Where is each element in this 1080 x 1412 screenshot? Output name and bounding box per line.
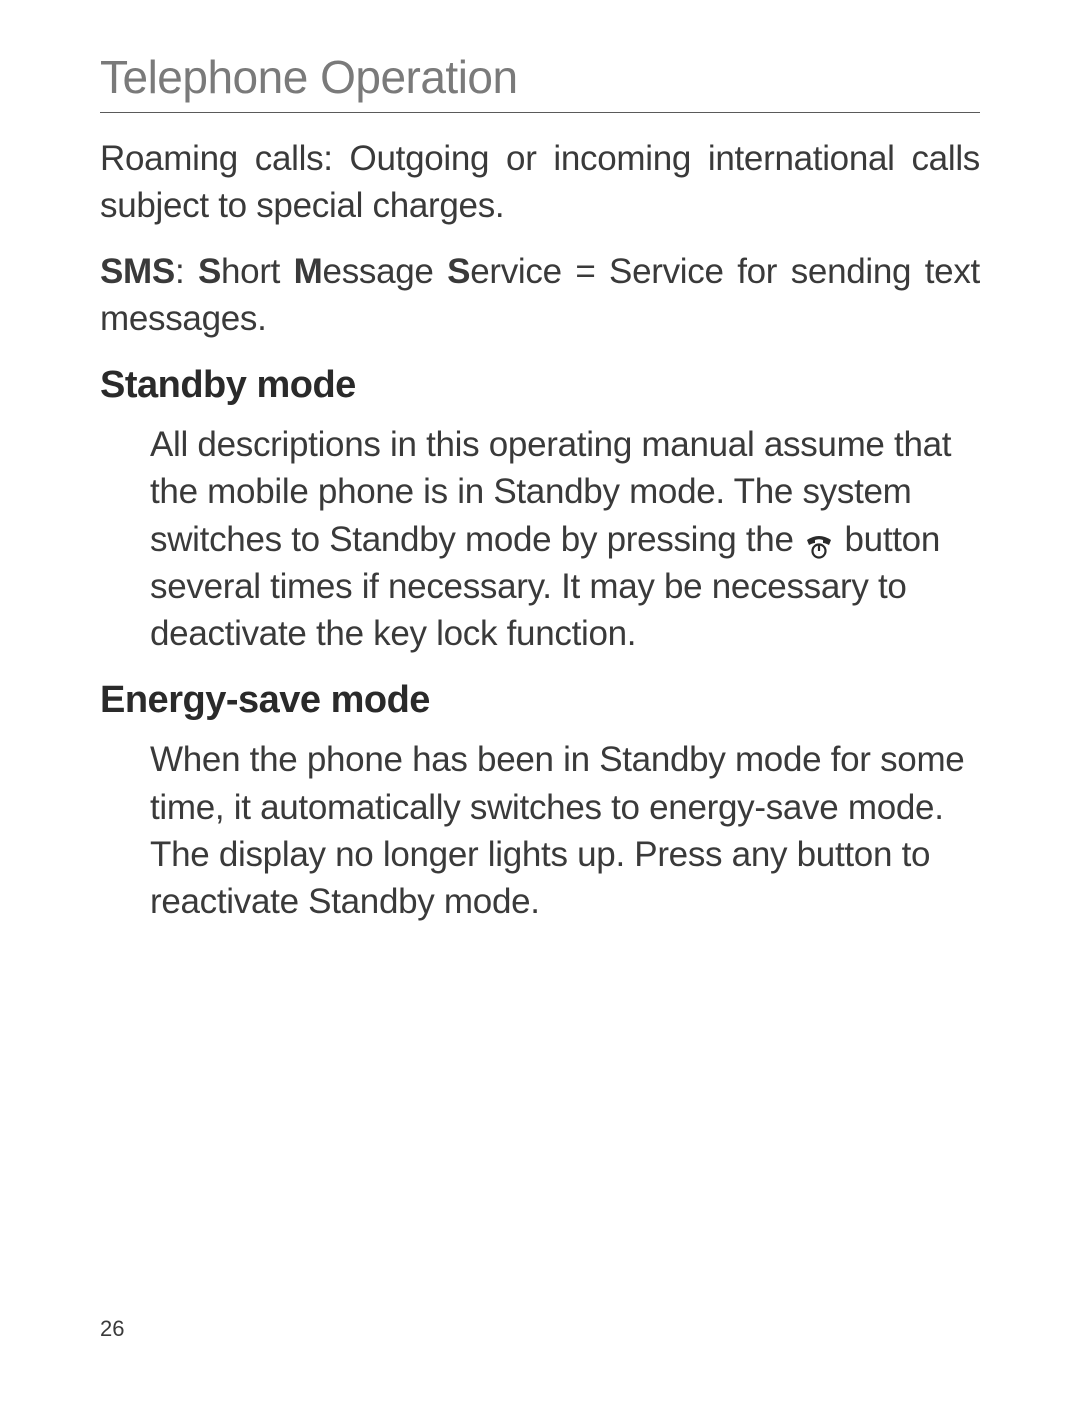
page-title: Telephone Operation	[100, 50, 980, 113]
sms-s1: S	[198, 252, 221, 291]
sms-m: M	[294, 252, 323, 291]
page-number: 26	[100, 1316, 124, 1342]
sms-essage: essage	[323, 252, 448, 291]
hangup-icon	[803, 525, 835, 553]
standby-body: All descriptions in this operating manua…	[100, 421, 980, 657]
standby-heading: Standby mode	[100, 364, 980, 407]
roaming-paragraph: Roaming calls: Outgoing or incoming inte…	[100, 135, 980, 230]
sms-abbrev: SMS	[100, 252, 175, 291]
sms-paragraph: SMS: Short Message Service = Service for…	[100, 248, 980, 343]
energy-heading: Energy-save mode	[100, 679, 980, 722]
sms-colon: :	[175, 252, 198, 291]
energy-body: When the phone has been in Standby mode …	[100, 736, 980, 925]
sms-hort: hort	[221, 252, 294, 291]
sms-s2: S	[447, 252, 470, 291]
